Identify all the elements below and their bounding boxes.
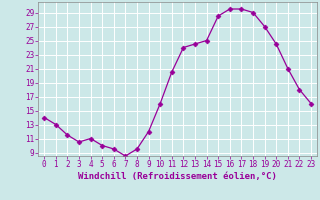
X-axis label: Windchill (Refroidissement éolien,°C): Windchill (Refroidissement éolien,°C) — [78, 172, 277, 181]
